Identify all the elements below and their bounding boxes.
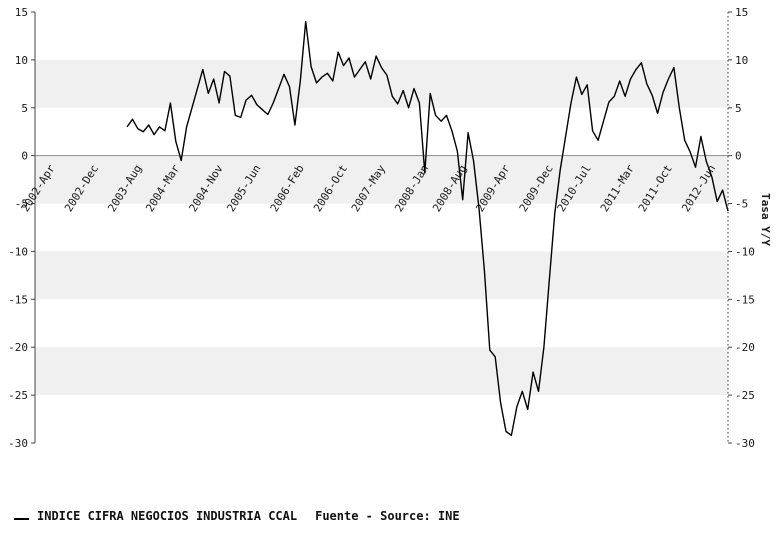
legend-source-label: Fuente - Source: INE <box>315 509 460 523</box>
svg-text:-5: -5 <box>15 198 28 211</box>
series-line <box>126 20 729 436</box>
right-axis: 15 10 5 0 -5 -10 -15 -20 -25 -30 <box>727 6 755 450</box>
line-chart: 15 10 5 0 -5 -10 -15 -20 -25 -30 15 10 5 0 -5 -10 -15 -20… <box>8 6 772 450</box>
svg-text:-15: -15 <box>8 293 28 306</box>
legend-line-swatch <box>14 518 29 520</box>
svg-text:-15: -15 <box>735 293 755 306</box>
svg-text:-10: -10 <box>8 245 28 258</box>
svg-text:-30: -30 <box>8 437 28 450</box>
chart-legend: INDICE CIFRA NEGOCIOS INDUSTRIA CCAL Fue… <box>14 509 460 523</box>
svg-text:15: 15 <box>735 6 748 19</box>
svg-text:-10: -10 <box>735 245 755 258</box>
svg-text:-30: -30 <box>735 437 755 450</box>
chart-canvas: 15 10 5 0 -5 -10 -15 -20 -25 -30 15 10 5 0 -5 -10 -15 -20… <box>8 6 772 450</box>
svg-text:5: 5 <box>21 102 28 115</box>
svg-text:0: 0 <box>735 150 742 163</box>
left-axis: 15 10 5 0 -5 -10 -15 -20 -25 -30 <box>8 6 36 450</box>
svg-text:-25: -25 <box>8 389 28 402</box>
legend-series-label: INDICE CIFRA NEGOCIOS INDUSTRIA CCAL <box>37 509 298 523</box>
svg-text:-25: -25 <box>735 389 755 402</box>
svg-text:-20: -20 <box>8 341 28 354</box>
svg-text:5: 5 <box>735 102 742 115</box>
svg-text:15: 15 <box>15 6 28 19</box>
grid-bands <box>35 59 728 396</box>
svg-text:10: 10 <box>735 54 748 67</box>
svg-text:-20: -20 <box>735 341 755 354</box>
y2-axis-title: Tasa Y/Y <box>759 193 772 246</box>
svg-text:0: 0 <box>21 150 28 163</box>
svg-text:-5: -5 <box>735 198 748 211</box>
svg-text:10: 10 <box>15 54 28 67</box>
